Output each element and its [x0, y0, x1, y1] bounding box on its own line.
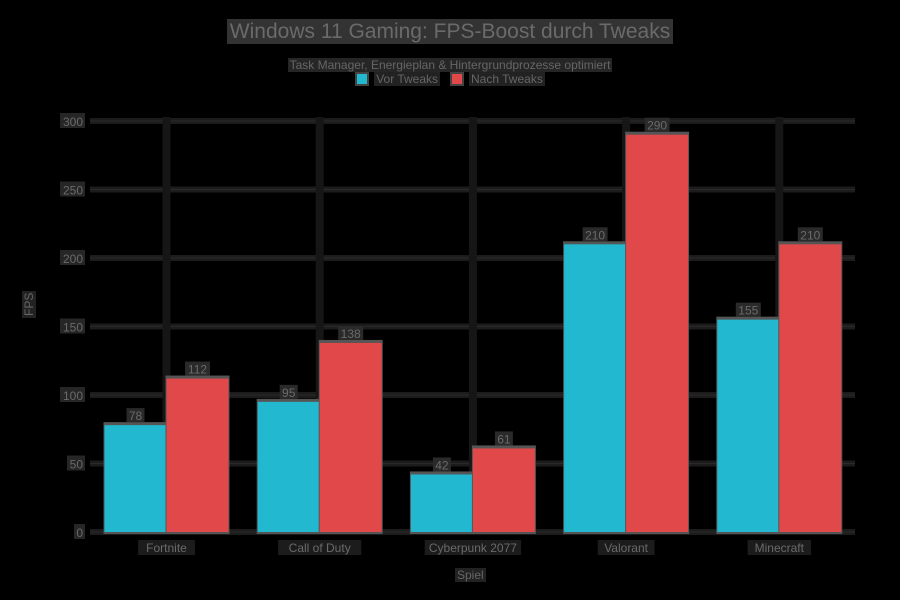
- bar-value-label: 61: [497, 432, 511, 446]
- y-tick-label-bg: [60, 250, 85, 265]
- y-tick-label-bg: [67, 455, 85, 471]
- legend-item-after[interactable]: Nach Tweaks: [450, 72, 545, 86]
- bar-value-label: 155: [738, 304, 758, 318]
- bar-after: [626, 134, 689, 532]
- y-axis-title: FPS: [22, 290, 36, 318]
- x-gridline: [468, 117, 477, 532]
- x-tick-label-bg: [278, 540, 362, 555]
- bar-before: [717, 319, 780, 532]
- bar-value-label-bg: [735, 302, 761, 317]
- y-tick-label: 150: [63, 321, 83, 335]
- bar-value-label: 112: [188, 363, 207, 377]
- x-axis-title: Spiel: [455, 568, 486, 582]
- y-tick-label: 100: [63, 389, 83, 403]
- bar-value-label-bg: [338, 325, 364, 340]
- x-gridline: [162, 117, 171, 532]
- y-tick-label-bg: [60, 387, 85, 402]
- bar-value-label-bg: [644, 117, 670, 132]
- x-tick-label: Valorant: [604, 541, 648, 555]
- bar-value-label: 138: [341, 327, 361, 341]
- y-tick-label: 50: [70, 458, 84, 472]
- bar-value-label-bg: [797, 227, 823, 242]
- bar-value-label-bg: [126, 408, 145, 423]
- y-tick-label: 0: [76, 526, 83, 540]
- chart-title: Windows 11 Gaming: FPS-Boost durch Tweak…: [0, 19, 900, 44]
- bar-value-label: 78: [129, 409, 143, 423]
- chart-subtitle: Task Manager, Energieplan & Hintergrundp…: [287, 58, 613, 72]
- bar-value-label: 210: [585, 228, 605, 242]
- x-tick-label-bg: [597, 540, 655, 555]
- bar-value-label-bg: [582, 227, 608, 242]
- bar-value-label: 290: [647, 119, 667, 133]
- y-tick-label: 250: [63, 184, 83, 198]
- bar-after: [779, 244, 842, 533]
- bar-before: [257, 401, 320, 532]
- bar-value-label-bg: [279, 384, 298, 399]
- bar-value-label: 95: [282, 386, 296, 400]
- bar-after: [166, 378, 229, 532]
- x-tick-label: Fortnite: [146, 541, 187, 555]
- legend-swatch-before: [355, 72, 370, 86]
- y-tick-label: 300: [63, 115, 83, 129]
- x-tick-label-bg: [138, 540, 195, 555]
- bar-after: [472, 448, 535, 532]
- bar-value-label: 42: [435, 458, 449, 472]
- bar-value-label-bg: [432, 457, 451, 472]
- legend: Vor Tweaks Nach Tweaks: [0, 72, 900, 86]
- y-tick-label: 200: [63, 252, 83, 266]
- x-gridline: [315, 117, 324, 532]
- legend-item-before[interactable]: Vor Tweaks: [355, 72, 440, 86]
- x-tick-label: Cyberpunk 2077: [429, 541, 517, 555]
- bar-value-label-bg: [185, 361, 210, 376]
- y-tick-label-bg: [60, 181, 85, 197]
- bar-before: [104, 425, 167, 532]
- x-tick-label: Minecraft: [755, 541, 805, 555]
- y-tick-label-bg: [60, 113, 85, 128]
- bar-value-label: 210: [800, 228, 820, 242]
- bar-before: [564, 244, 627, 533]
- bar-before: [410, 474, 473, 532]
- y-tick-label-bg: [74, 524, 85, 539]
- legend-swatch-after: [450, 72, 464, 86]
- y-tick-label-bg: [60, 318, 85, 334]
- x-tick-label: Call of Duty: [289, 541, 351, 555]
- bar-value-label-bg: [494, 431, 513, 446]
- x-tick-label-bg: [747, 540, 811, 555]
- x-tick-label-bg: [424, 540, 522, 555]
- bar-after: [319, 342, 382, 532]
